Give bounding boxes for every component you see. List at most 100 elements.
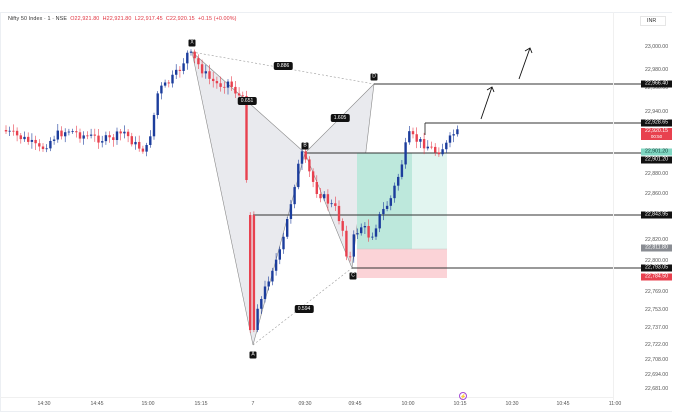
bear-candle — [15, 130, 19, 136]
bear-candle — [315, 181, 318, 194]
symbol-name[interactable]: Nifty 50 Index · 1 · NSE — [8, 16, 68, 22]
bull-candle — [8, 130, 11, 132]
bull-candle — [171, 74, 174, 84]
bull-candle — [389, 198, 392, 206]
bull-candle — [123, 131, 126, 134]
bear-candle — [200, 64, 204, 74]
bull-candle — [156, 93, 159, 116]
bear-candle — [345, 230, 348, 257]
time-tick: 14:45 — [90, 401, 104, 407]
low-value: L22,917.45 — [134, 16, 163, 22]
bear-candle — [193, 51, 196, 59]
bull-candle — [382, 208, 385, 215]
pattern-point-a[interactable]: A — [249, 351, 257, 359]
price-tick: 22,980.00 — [645, 67, 669, 73]
bull-candle — [323, 194, 326, 199]
bull-candle — [134, 141, 137, 145]
pattern-point-b[interactable]: B — [301, 142, 309, 150]
bull-candle — [456, 129, 459, 135]
price-label: 22,966.40 — [641, 80, 672, 88]
bull-candle — [189, 51, 193, 53]
pattern-point-x[interactable]: X — [188, 39, 196, 47]
price-label: 22,920.15 00:50 — [641, 128, 672, 140]
bear-candle — [337, 205, 341, 222]
currency-selector[interactable]: INR — [640, 16, 666, 26]
time-tick: 10:15 — [453, 401, 467, 407]
bull-candle — [71, 131, 74, 133]
pattern-xab-fill — [191, 51, 306, 346]
ratio-label: 0.651 — [237, 97, 257, 105]
bear-candle — [126, 131, 130, 137]
ratio-label: 1.605 — [330, 114, 350, 122]
time-tick: 15:00 — [141, 401, 155, 407]
time-tick: 10:00 — [401, 401, 415, 407]
bull-candle — [297, 163, 300, 188]
price-tick: 22,753.00 — [645, 307, 669, 313]
bull-candle — [278, 249, 281, 260]
bear-candle — [334, 203, 337, 206]
bull-candle — [441, 149, 444, 155]
pattern-point-c[interactable]: C — [349, 272, 357, 280]
up-arrow-head-icon — [486, 86, 495, 93]
bear-candle — [119, 131, 122, 134]
profit-zone-filled — [357, 153, 412, 249]
bear-candle — [234, 86, 237, 94]
bull-candle — [448, 135, 452, 143]
bear-candle — [304, 151, 307, 160]
bear-candle — [326, 194, 330, 204]
bull-candle — [45, 148, 48, 150]
price-tick: 22,708.00 — [645, 357, 669, 363]
price-tick: 22,800.00 — [645, 258, 669, 264]
bull-candle — [356, 233, 359, 235]
bull-candle — [49, 140, 52, 149]
bear-candle — [319, 193, 322, 199]
time-tick: 10:45 — [556, 401, 570, 407]
price-label: 22,901.20 — [641, 148, 672, 156]
bull-candle — [256, 308, 259, 330]
bull-candle — [378, 214, 381, 229]
bear-candle — [230, 81, 233, 87]
price-label: 22,793.05 — [641, 264, 672, 272]
bull-candle — [397, 176, 400, 186]
bull-candle — [204, 71, 207, 74]
up-arrow-icon — [518, 47, 531, 80]
price-tick: 22,880.00 — [645, 171, 669, 177]
tradingview-logo-icon[interactable]: ⚡ — [459, 392, 467, 400]
bull-candle — [149, 136, 152, 145]
price-label: 22,901.20 — [641, 156, 672, 164]
time-tick: 7 — [251, 401, 255, 407]
price-tick: 23,000.00 — [645, 44, 669, 50]
bull-candle — [300, 151, 304, 164]
bull-candle — [104, 135, 108, 142]
bull-candle — [82, 135, 85, 139]
bull-candle — [452, 134, 455, 136]
bull-candle — [186, 52, 189, 64]
bear-candle — [237, 93, 241, 96]
profit-zone — [412, 153, 447, 249]
bear-candle — [97, 135, 100, 143]
bear-candle — [138, 141, 141, 149]
bear-candle — [178, 69, 182, 71]
bear-candle — [4, 130, 8, 132]
bull-candle — [23, 136, 26, 140]
bear-candle — [437, 152, 441, 155]
bull-candle — [152, 115, 156, 137]
bear-candle — [93, 134, 96, 136]
bear-candle — [415, 134, 418, 142]
bull-candle — [404, 142, 407, 165]
bull-candle — [163, 82, 167, 86]
bull-candle — [182, 63, 185, 71]
ratio-label: 0.594 — [294, 305, 314, 313]
price-label: 22,928.65 — [641, 119, 672, 127]
bear-candle — [34, 139, 37, 144]
price-tick: 22,769.00 — [645, 289, 669, 295]
time-tick: 09:45 — [348, 401, 362, 407]
pattern-point-d[interactable]: D — [370, 73, 378, 81]
bull-candle — [89, 134, 93, 136]
time-axis[interactable] — [0, 397, 613, 412]
ratio-label: 0.886 — [273, 62, 293, 70]
bear-candle — [241, 95, 244, 97]
price-tick: 22,681.00 — [645, 386, 669, 392]
price-tick: 22,860.00 — [645, 191, 669, 197]
